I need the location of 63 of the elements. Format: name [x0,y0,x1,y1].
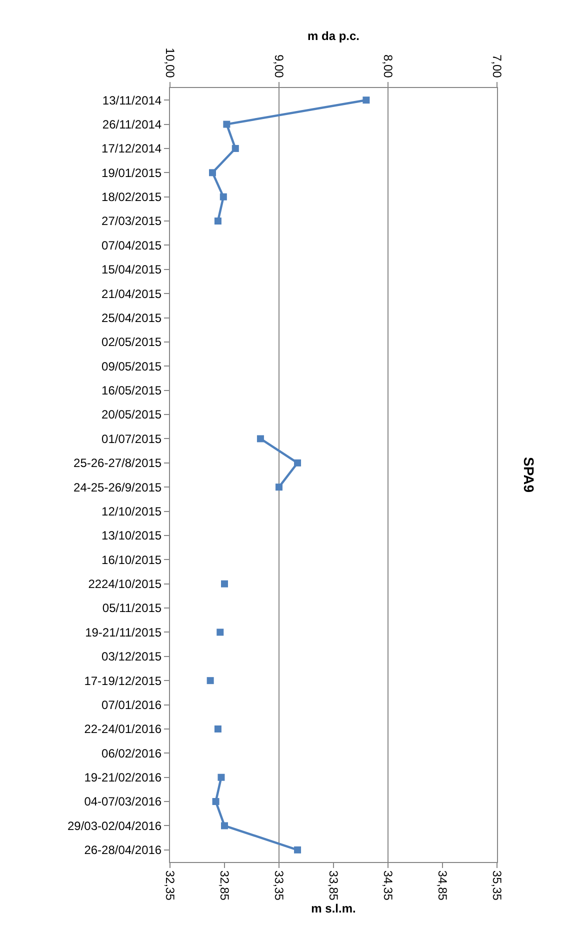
y-tick-label: 29/03-02/04/2016 [68,818,162,833]
y-tick-label: 25/04/2015 [102,310,162,325]
point [256,435,264,442]
x2-tick-label: 8,00 [381,54,396,78]
x2-tick-label: 10,00 [163,48,178,78]
y-tick-label: 09/05/2015 [102,359,162,374]
y-tick-label: 12/10/2015 [102,504,162,518]
y-tick-label: 01/07/2015 [102,432,162,446]
point [294,846,302,854]
x-tick-label: 32,35 [163,870,178,901]
y-tick-label: 26-28/04/2016 [84,843,162,858]
x2-tick-label: 7,00 [490,54,504,78]
y-tick-label: 18/02/2015 [102,190,162,204]
point [209,169,216,176]
y-tick-label: 27/03/2015 [102,214,162,228]
y-tick-label: 20/05/2015 [102,408,162,422]
point [276,484,282,491]
y-tick-label: 24-25-26/9/2015 [74,480,162,494]
x2-axis-title: m da p.c. [307,29,360,44]
x-tick-label: 32,85 [218,870,232,901]
y-tick-label: 17-19/12/2015 [84,674,162,688]
y-tick-label: 22-24/01/2016 [84,722,162,736]
point [221,822,228,830]
point [216,628,224,636]
point [212,798,220,806]
x-tick-label: 34,35 [381,870,396,901]
point [214,725,222,732]
y-tick-label: 19/01/2015 [102,166,162,180]
point [362,96,370,104]
x-tick-label: 33,35 [272,870,286,901]
point [220,193,227,200]
y-tick-label: 2224/10/2015 [88,577,162,592]
x-tick-label: 34,85 [436,870,450,901]
y-tick-label: 07/04/2015 [102,238,162,252]
y-tick-label: 13/10/2015 [102,528,162,543]
x-tick-label: 33,85 [326,870,341,901]
x-tick-label: 35,35 [490,870,504,901]
y-tick-label: 02/05/2015 [102,335,162,350]
y-tick-label: 15/04/2015 [102,262,162,277]
y-tick-label: 16/05/2015 [102,384,162,398]
point [232,144,239,152]
y-tick-label: 06/02/2016 [102,746,162,760]
y-tick-label: 19-21/11/2015 [85,625,162,640]
y-tick-label: 21/04/2015 [102,286,162,301]
point [294,459,302,466]
y-tick-label: 04-07/03/2016 [84,794,162,809]
point [218,774,225,781]
y-tick-label: 13/11/2014 [102,93,162,108]
point [223,120,230,128]
x-axis-title: m s.l.m. [311,902,356,916]
x2-tick-label: 9,00 [272,54,286,78]
point [221,580,228,588]
point [214,218,222,225]
y-tick-label: 07/01/2016 [102,698,162,712]
y-tick-label: 25-26-27/8/2015 [74,456,162,470]
y-tick-label: 26/11/2014 [102,117,162,132]
y-tick-label: 17/12/2014 [102,142,162,156]
y-tick-label: 16/10/2015 [102,552,162,567]
y-tick-label: 05/11/2015 [102,601,162,616]
y-tick-label: 03/12/2015 [102,650,162,664]
point [206,677,214,684]
text: SPA9 [521,457,537,493]
y-tick-label: 19-21/02/2016 [84,770,162,785]
